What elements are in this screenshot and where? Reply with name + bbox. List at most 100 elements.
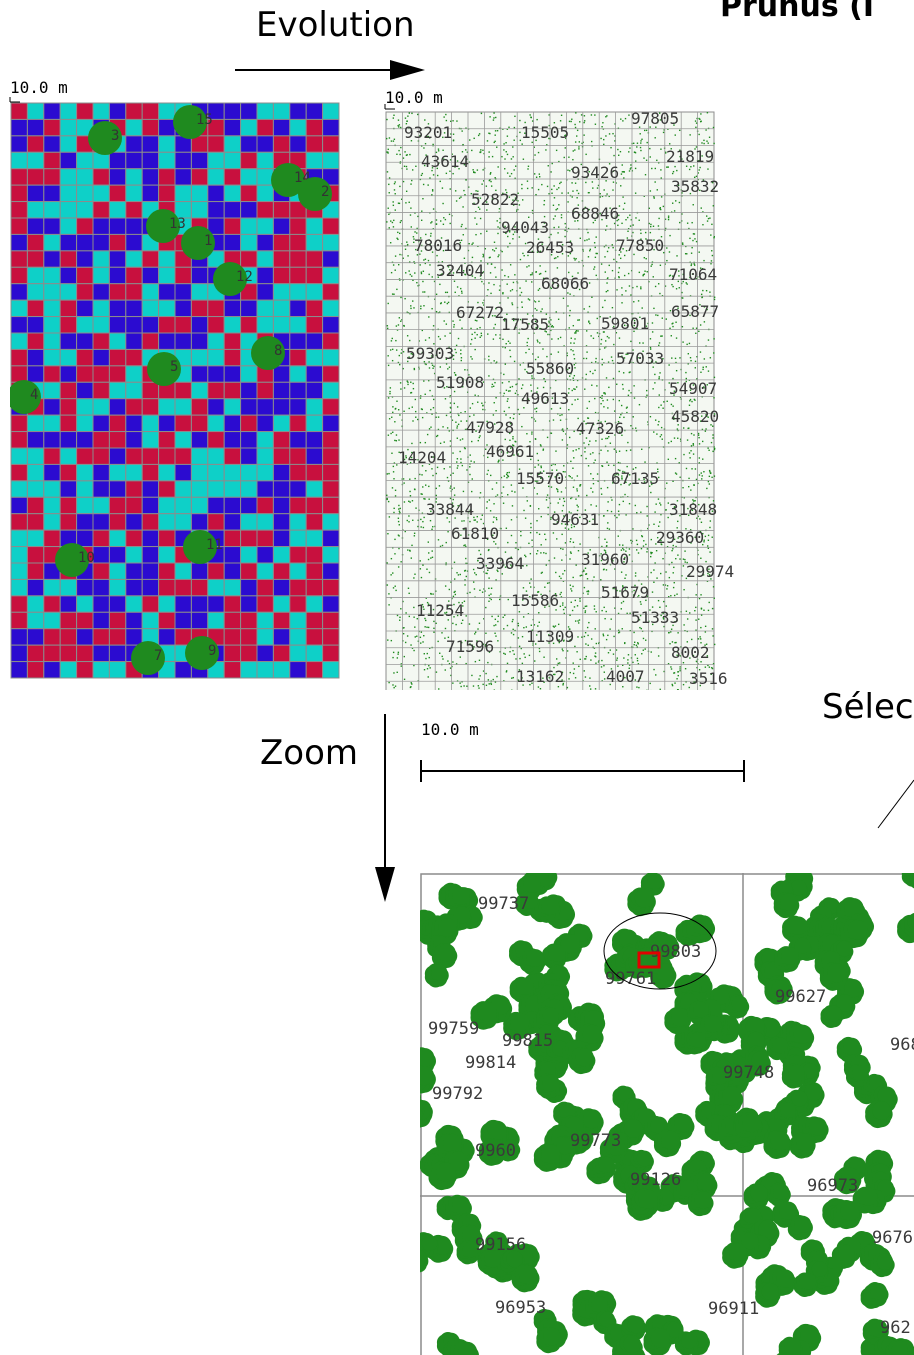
speckle bbox=[606, 509, 609, 512]
speckle bbox=[496, 518, 498, 521]
speckle bbox=[476, 640, 478, 642]
speckle bbox=[573, 388, 575, 390]
speckle bbox=[576, 189, 578, 192]
speckle bbox=[645, 599, 647, 602]
speckle bbox=[691, 246, 693, 249]
grid-cell bbox=[305, 398, 324, 416]
grid-cell bbox=[322, 316, 340, 334]
speckle bbox=[409, 550, 411, 552]
speckle bbox=[694, 148, 696, 150]
speckle bbox=[445, 113, 447, 116]
speckle bbox=[562, 649, 564, 652]
speckle bbox=[618, 267, 621, 269]
speckle bbox=[569, 475, 571, 478]
grid-cell bbox=[125, 332, 143, 350]
speckle bbox=[495, 247, 497, 250]
speckle bbox=[531, 539, 533, 541]
speckle bbox=[503, 475, 506, 477]
speckle bbox=[633, 142, 635, 145]
speckle bbox=[596, 317, 598, 320]
speckle bbox=[459, 439, 462, 441]
grid-cell bbox=[125, 217, 143, 235]
speckle bbox=[477, 395, 480, 397]
tree-crown bbox=[10, 380, 41, 414]
speckle bbox=[480, 260, 482, 262]
speckle bbox=[564, 222, 566, 225]
speckle bbox=[423, 380, 425, 382]
speckle bbox=[386, 494, 388, 497]
speckle bbox=[529, 114, 531, 116]
speckle bbox=[592, 518, 594, 521]
speckle bbox=[564, 523, 567, 525]
speckle bbox=[511, 490, 513, 492]
speckle bbox=[571, 590, 573, 592]
speckle bbox=[683, 497, 685, 499]
speckle bbox=[507, 390, 510, 392]
grid-cell bbox=[190, 266, 209, 285]
speckle bbox=[654, 562, 656, 564]
speckle bbox=[430, 408, 432, 411]
speckle bbox=[630, 167, 632, 169]
speckle bbox=[652, 388, 654, 390]
grid-cell bbox=[43, 332, 61, 350]
tree-crown bbox=[183, 530, 217, 564]
grid-cell bbox=[141, 414, 160, 433]
speckle bbox=[626, 465, 628, 468]
speckle bbox=[562, 682, 565, 685]
speckle bbox=[464, 584, 466, 586]
speckle bbox=[649, 346, 652, 349]
grid-cell bbox=[158, 480, 176, 498]
grid-cell bbox=[272, 233, 291, 252]
speckle bbox=[426, 135, 428, 138]
grid-cell bbox=[108, 151, 127, 170]
speckle bbox=[425, 154, 427, 156]
speckle bbox=[415, 416, 417, 418]
speckle bbox=[444, 627, 447, 630]
speckle bbox=[650, 552, 652, 555]
tree-number: 15 bbox=[196, 112, 213, 128]
speckle bbox=[569, 639, 572, 641]
speckle bbox=[579, 121, 581, 123]
speckle bbox=[472, 581, 475, 583]
speckle bbox=[564, 229, 566, 232]
speckle bbox=[701, 267, 704, 270]
speckle bbox=[439, 180, 441, 183]
grid-cell bbox=[141, 299, 160, 318]
speckle bbox=[478, 436, 480, 439]
speckle bbox=[554, 673, 556, 676]
speckle bbox=[658, 217, 660, 220]
speckle bbox=[476, 169, 479, 171]
grid-cell bbox=[59, 611, 78, 630]
speckle bbox=[649, 231, 652, 234]
speckle bbox=[554, 476, 556, 478]
speckle bbox=[435, 472, 438, 475]
speckle bbox=[651, 591, 654, 593]
speckle bbox=[610, 146, 612, 149]
speckle bbox=[526, 180, 529, 182]
speckle bbox=[513, 319, 515, 322]
speckle bbox=[512, 199, 514, 201]
speckle bbox=[495, 410, 497, 412]
speckle bbox=[573, 374, 576, 377]
speckle bbox=[600, 263, 603, 265]
speckle bbox=[514, 440, 516, 443]
speckle bbox=[627, 394, 630, 397]
speckle bbox=[386, 584, 389, 586]
speckle bbox=[688, 404, 691, 406]
speckle bbox=[548, 642, 550, 644]
speckle bbox=[461, 151, 464, 153]
speckle bbox=[575, 330, 577, 333]
grid-cell bbox=[190, 168, 209, 186]
speckle bbox=[709, 156, 711, 158]
speckle bbox=[536, 531, 538, 534]
speckle bbox=[671, 549, 673, 552]
speckle bbox=[452, 320, 454, 322]
speckle bbox=[674, 682, 676, 684]
speckle bbox=[540, 515, 542, 518]
tree-crown bbox=[863, 1282, 889, 1308]
speckle bbox=[509, 349, 511, 352]
speckle bbox=[523, 254, 525, 257]
speckle bbox=[675, 200, 677, 202]
speckle bbox=[672, 122, 675, 124]
speckle bbox=[521, 425, 523, 428]
